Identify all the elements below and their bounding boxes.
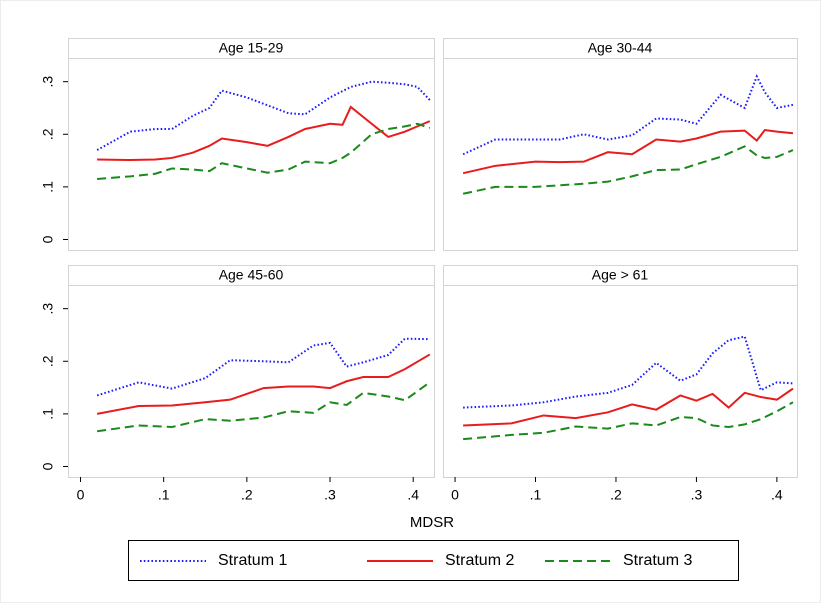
y-tick-label: 0 [40,462,56,470]
x-tick-label: .3 [324,487,336,503]
plot-area [443,285,798,478]
series-line [463,387,794,427]
panel-title: Age 45-60 [219,267,284,283]
y-tick-label: .3 [40,76,56,88]
x-tick-label: .3 [691,487,703,503]
y-tick-label: .2 [40,355,56,367]
series-line [97,122,431,180]
y-tick-label: .2 [40,128,56,140]
panel-title: Age 15-29 [219,40,284,56]
series-line [96,337,430,397]
series-line [462,73,794,156]
series-line [462,145,794,195]
panel-title: Age > 61 [592,267,649,283]
series-line [463,401,794,441]
plot-area [68,58,435,251]
y-tick-label: 0 [40,235,56,243]
x-tick-label: .4 [771,487,783,503]
legend-label: Stratum 1 [218,552,287,569]
legend-label: Stratum 3 [623,552,692,569]
legend-box [128,540,739,581]
x-tick-label: .4 [407,487,419,503]
y-tick-label: .1 [40,408,56,420]
x-axis-label: MDSR [410,514,454,531]
legend-label: Stratum 2 [445,552,514,569]
panel-title: Age 30-44 [588,40,653,56]
x-tick-label: 0 [451,487,459,503]
x-tick-label: .1 [158,487,170,503]
y-tick-label: .3 [40,303,56,315]
x-tick-label: 0 [77,487,85,503]
series-line [96,381,431,433]
series-line [97,105,431,162]
plot-area [68,285,435,478]
x-tick-label: .1 [530,487,542,503]
x-tick-label: .2 [241,487,253,503]
series-line [463,335,794,409]
y-tick-label: .1 [40,181,56,193]
series-line [462,128,794,175]
plot-area [443,58,798,251]
x-tick-label: .2 [610,487,622,503]
series-line [96,353,431,415]
